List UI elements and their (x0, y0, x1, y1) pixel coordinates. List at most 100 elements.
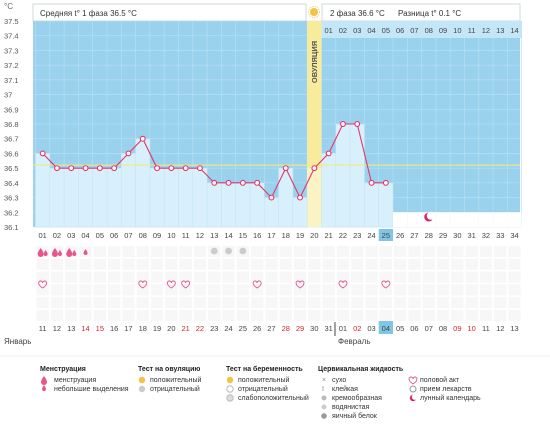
temp-point (268, 194, 275, 201)
symptom-cell (436, 284, 450, 296)
calendar-date-label: 10 (467, 324, 475, 333)
symptom-cell (193, 310, 207, 321)
temp-point (182, 165, 189, 172)
calendar-date-label: 14 (81, 324, 89, 333)
cycle-day-label: 28 (425, 231, 433, 240)
y-tick-label: 36.3 (4, 194, 19, 203)
symptom-cell (136, 284, 149, 296)
symptom-cell (336, 310, 350, 321)
temp-bar (121, 153, 136, 228)
cycle-day-label: 07 (124, 231, 132, 240)
temp-point (239, 179, 246, 186)
symptom-cell (465, 271, 478, 283)
phase2-day-label: 12 (482, 26, 490, 35)
symptom-cell (136, 271, 149, 283)
temp-point (311, 165, 318, 172)
symptom-cell (479, 297, 493, 309)
ovtest-positive-icon (138, 376, 146, 384)
symptom-cell (479, 284, 493, 296)
temp-bar (192, 167, 208, 228)
temp-point (125, 150, 132, 157)
cycle-day-label: 19 (296, 231, 304, 240)
calendar-date-label: 02 (353, 324, 361, 333)
phase2-day-label: 04 (367, 26, 375, 35)
cycle-day-label: 22 (339, 231, 347, 240)
symptom-cell (165, 310, 178, 321)
symptom-cell (293, 271, 307, 283)
symptom-cell (322, 246, 335, 257)
symptom-cell (379, 258, 392, 270)
symptom-cell (436, 246, 450, 257)
symptom-cell (50, 271, 64, 283)
calendar-date-label: 13 (510, 324, 518, 333)
heart-icon (138, 280, 148, 289)
symptom-cell (408, 284, 421, 296)
symptom-cell (50, 297, 64, 309)
symptom-cell (394, 258, 407, 270)
symptom-cell (165, 246, 178, 257)
heart-icon (408, 376, 418, 385)
temp-bar (335, 123, 351, 228)
ovulation-label: ОВУЛЯЦИЯ (310, 41, 319, 83)
temp-point (197, 165, 203, 172)
temp-bar (149, 167, 165, 228)
symptom-cell (236, 310, 249, 321)
y-axis: 36.1 36.2 36.3 36.4 36.5 36.6 36.7 36.8 36.9 37 37… (4, 17, 19, 232)
phase1-average: Средняя t° 1 фаза 36.5 °C (40, 9, 137, 18)
temp-bar (349, 123, 365, 228)
symptom-cell (279, 246, 292, 257)
symptom-cell (222, 297, 235, 309)
legend-ovtest-title: Тест на овуляцию (138, 366, 200, 373)
symptom-cell (122, 310, 135, 321)
temperature-bars (35, 123, 522, 228)
symptom-cell (279, 310, 292, 321)
phase2-day-label: 07 (410, 26, 418, 35)
symptom-cell (79, 310, 92, 321)
symptom-cell (508, 297, 521, 309)
phase2-day-label: 14 (510, 26, 518, 35)
symptom-cell (422, 297, 435, 309)
symptom-cell (265, 310, 278, 321)
pregtest-positive-icon (226, 376, 234, 384)
month-label-1: Январь (4, 337, 31, 346)
symptom-cell (394, 310, 407, 321)
symptom-cell (136, 246, 149, 257)
legend-fluid-4: водянистая (332, 404, 370, 411)
y-tick-label: 36.5 (4, 164, 19, 173)
temp-bar (321, 153, 337, 228)
symptom-cell (150, 246, 164, 257)
today-cell (378, 229, 393, 241)
cycle-day-label: 13 (210, 231, 218, 240)
symptom-cell (222, 258, 235, 270)
calendar-date-label: 15 (96, 324, 104, 333)
calendar-date-label: 18 (139, 324, 147, 333)
ovulation-day-bar (307, 168, 322, 227)
symptom-cell (336, 297, 350, 309)
calendar-date-label: 31 (324, 324, 332, 333)
symptom-cell (436, 258, 450, 270)
temp-point (254, 179, 261, 186)
symptom-cell (422, 258, 435, 270)
temp-bar (264, 197, 279, 228)
legend-other-1: половой акт (420, 376, 460, 384)
symptom-cell (336, 258, 350, 270)
symptom-cell (93, 271, 106, 283)
symptom-cell (279, 271, 292, 283)
drop-icon (43, 250, 48, 256)
symptom-cell (165, 284, 178, 296)
symptom-cell (108, 297, 121, 309)
calendar-date-label: 20 (167, 324, 175, 333)
cycle-day-label: 20 (310, 231, 318, 240)
calendar-date-label: 27 (267, 324, 275, 333)
symptom-cell (451, 297, 464, 309)
temp-bar (178, 167, 194, 228)
moon-icon-cut (426, 211, 435, 220)
symptom-cell (465, 310, 478, 321)
symptom-cell (336, 271, 350, 283)
calendar-date-label: 06 (410, 324, 418, 333)
symptom-cell (394, 246, 407, 257)
cycle-day-label: 04 (81, 231, 89, 240)
symptom-cell (379, 271, 392, 283)
heart-icon (181, 280, 191, 289)
calendar-date-label: 28 (282, 324, 290, 333)
